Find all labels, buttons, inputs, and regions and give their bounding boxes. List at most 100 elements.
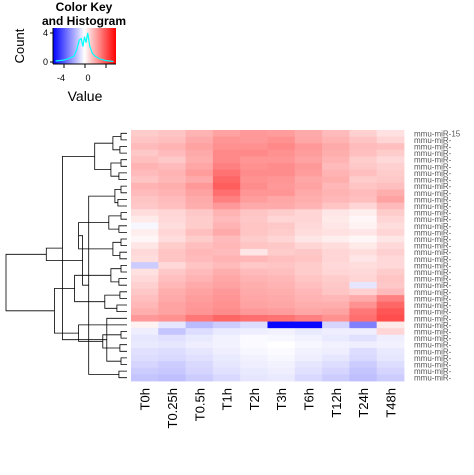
heatmap-cell xyxy=(240,196,268,204)
heatmap-cell xyxy=(267,235,296,243)
heatmap-cell xyxy=(212,222,241,230)
heatmap-cell xyxy=(376,281,405,289)
heatmap-cell xyxy=(349,176,378,184)
heatmap-cell xyxy=(322,202,350,210)
heatmap-cell xyxy=(376,202,405,210)
heatmap-cell xyxy=(240,229,268,237)
dendrogram-branch xyxy=(110,162,121,177)
heatmap-cell xyxy=(349,275,378,283)
dendrogram-branch xyxy=(120,265,127,273)
heatmap-cell xyxy=(240,136,268,144)
color-key-x-tick-label-neg4: -4 xyxy=(57,73,65,83)
heatmap-cell xyxy=(185,268,214,276)
column-label: T0.5h xyxy=(192,388,207,421)
heatmap-cell xyxy=(158,182,186,190)
heatmap-cell xyxy=(158,361,186,369)
heatmap-cell xyxy=(349,255,378,263)
heatmap-cell xyxy=(131,281,159,289)
heatmap-cell xyxy=(158,354,186,362)
heatmap-cell xyxy=(131,334,159,342)
heatmap-cell xyxy=(212,136,241,144)
heatmap-cell xyxy=(212,163,241,171)
heatmap-cell xyxy=(294,143,323,151)
heatmap-cell xyxy=(376,361,405,369)
heatmap-cell xyxy=(349,143,378,151)
heatmap-cell xyxy=(131,149,159,157)
heatmap-cell xyxy=(376,229,405,237)
heatmap-cell xyxy=(240,367,268,375)
heatmap-cell xyxy=(158,242,186,250)
dendrogram-branch xyxy=(45,247,83,261)
dendrogram-branch xyxy=(120,185,127,194)
heatmap-cell xyxy=(267,196,296,204)
heatmap-cell xyxy=(267,209,296,217)
heatmap-cell xyxy=(376,367,405,375)
column-label: T3h xyxy=(274,388,289,410)
heatmap-cell xyxy=(294,367,323,375)
heatmap-cell xyxy=(322,347,350,355)
heatmap-cell xyxy=(158,347,186,355)
color-key-x-tick-label-0: 0 xyxy=(85,73,90,83)
heatmap-cell xyxy=(131,295,159,303)
heatmap-cell xyxy=(349,374,378,382)
heatmap-cell xyxy=(376,268,405,276)
dendrogram-branch xyxy=(118,370,127,379)
heatmap-cell xyxy=(294,189,323,197)
heatmap-cell xyxy=(267,301,296,309)
heatmap-cell xyxy=(158,169,186,177)
heatmap-cell xyxy=(376,288,405,296)
heatmap-cell xyxy=(267,354,296,362)
heatmap-cell xyxy=(294,136,323,144)
heatmap-cell xyxy=(158,149,186,157)
row-label: mmu-miR-15 xyxy=(414,129,461,138)
heatmap-cell xyxy=(240,374,268,382)
heatmap-cell xyxy=(212,354,241,362)
heatmap-cell xyxy=(158,295,186,303)
heatmap-cell xyxy=(212,215,241,223)
heatmap-cell xyxy=(212,235,241,243)
heatmap-cell xyxy=(376,196,405,204)
heatmap-cell xyxy=(376,334,405,342)
color-key-gradient xyxy=(53,28,116,64)
heatmap-cell xyxy=(349,334,378,342)
heatmap-cell xyxy=(267,314,296,322)
heatmap-cell xyxy=(212,176,241,184)
heatmap-cell xyxy=(240,354,268,362)
heatmap-cell xyxy=(294,130,323,138)
heatmap-cell xyxy=(131,136,159,144)
heatmap-cell xyxy=(240,163,268,171)
heatmap-cell xyxy=(349,229,378,237)
heatmap-cell xyxy=(322,169,350,177)
heatmap-cell xyxy=(240,182,268,190)
heatmap-cell xyxy=(158,136,186,144)
heatmap-cell xyxy=(267,255,296,263)
row-label: mmu-miR- xyxy=(414,261,452,270)
heatmap-cell xyxy=(240,209,268,217)
heatmap-cell xyxy=(376,182,405,190)
heatmap-cell xyxy=(376,176,405,184)
heatmap-cell xyxy=(349,222,378,230)
heatmap-cell xyxy=(322,354,350,362)
heatmap-cell xyxy=(240,149,268,157)
heatmap-cell xyxy=(322,275,350,283)
heatmap-cell xyxy=(240,215,268,223)
heatmap-cell xyxy=(240,347,268,355)
row-label: mmu-miR- xyxy=(414,294,452,303)
heatmap-cell xyxy=(131,156,159,164)
row-label: mmu-miR- xyxy=(414,149,452,158)
dendrogram-branch xyxy=(120,132,127,141)
heatmap-cell xyxy=(349,189,378,197)
heatmap-cell xyxy=(267,347,296,355)
heatmap-cell xyxy=(294,169,323,177)
heatmap-cell xyxy=(294,354,323,362)
heatmap-cell xyxy=(294,156,323,164)
heatmap-cell xyxy=(376,295,405,303)
row-label: mmu-miR- xyxy=(414,156,452,165)
heatmap-cell xyxy=(322,361,350,369)
heatmap-cell xyxy=(349,262,378,270)
column-label: T0.25h xyxy=(165,388,180,428)
heatmap-cell xyxy=(212,321,241,329)
heatmap-cell xyxy=(376,248,405,256)
heatmap-cell xyxy=(131,347,159,355)
